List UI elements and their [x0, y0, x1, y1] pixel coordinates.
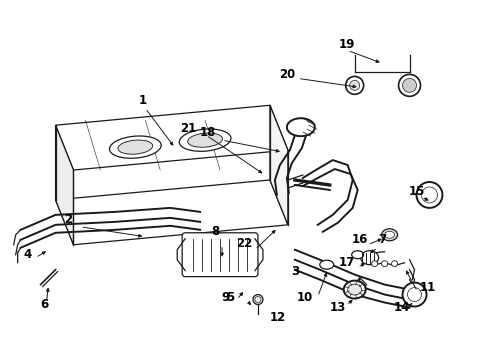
Ellipse shape: [187, 133, 222, 147]
Text: 8: 8: [210, 225, 219, 238]
Circle shape: [254, 297, 261, 302]
Polygon shape: [56, 105, 287, 170]
Circle shape: [416, 182, 442, 208]
Text: 2: 2: [64, 213, 72, 226]
Text: 10: 10: [296, 291, 312, 304]
Text: 7: 7: [378, 233, 386, 246]
Circle shape: [349, 80, 359, 90]
Ellipse shape: [384, 231, 394, 238]
Text: 20: 20: [278, 68, 294, 81]
Circle shape: [381, 261, 387, 267]
Ellipse shape: [360, 251, 378, 265]
FancyBboxPatch shape: [182, 233, 258, 276]
Text: 14: 14: [392, 301, 409, 314]
Text: 21: 21: [180, 122, 196, 135]
Ellipse shape: [319, 260, 333, 269]
Text: 12: 12: [269, 311, 285, 324]
Ellipse shape: [286, 118, 314, 136]
Ellipse shape: [343, 280, 365, 298]
Circle shape: [421, 187, 437, 203]
Text: 13: 13: [329, 301, 345, 314]
Circle shape: [402, 78, 416, 92]
Ellipse shape: [351, 251, 363, 259]
Polygon shape: [56, 180, 287, 245]
Ellipse shape: [381, 229, 397, 241]
Text: 18: 18: [200, 126, 216, 139]
Circle shape: [407, 288, 421, 302]
Circle shape: [391, 261, 397, 267]
Text: 1: 1: [138, 94, 146, 107]
Text: 16: 16: [351, 233, 367, 246]
Ellipse shape: [118, 140, 152, 154]
Text: 17: 17: [338, 256, 354, 269]
Text: 22: 22: [235, 237, 252, 250]
Text: 3: 3: [290, 265, 298, 278]
Circle shape: [371, 261, 377, 267]
Text: 19: 19: [338, 38, 354, 51]
Circle shape: [345, 76, 363, 94]
Text: 5: 5: [225, 291, 234, 304]
Text: 6: 6: [41, 298, 49, 311]
Text: 9: 9: [221, 291, 229, 304]
Ellipse shape: [347, 284, 361, 295]
Text: 11: 11: [419, 281, 435, 294]
Polygon shape: [56, 125, 73, 245]
Polygon shape: [269, 105, 287, 225]
Text: 15: 15: [407, 185, 424, 198]
Ellipse shape: [179, 129, 230, 151]
Circle shape: [252, 294, 263, 305]
Circle shape: [402, 283, 426, 306]
Circle shape: [398, 75, 420, 96]
Text: 4: 4: [23, 248, 32, 261]
Ellipse shape: [109, 136, 161, 158]
